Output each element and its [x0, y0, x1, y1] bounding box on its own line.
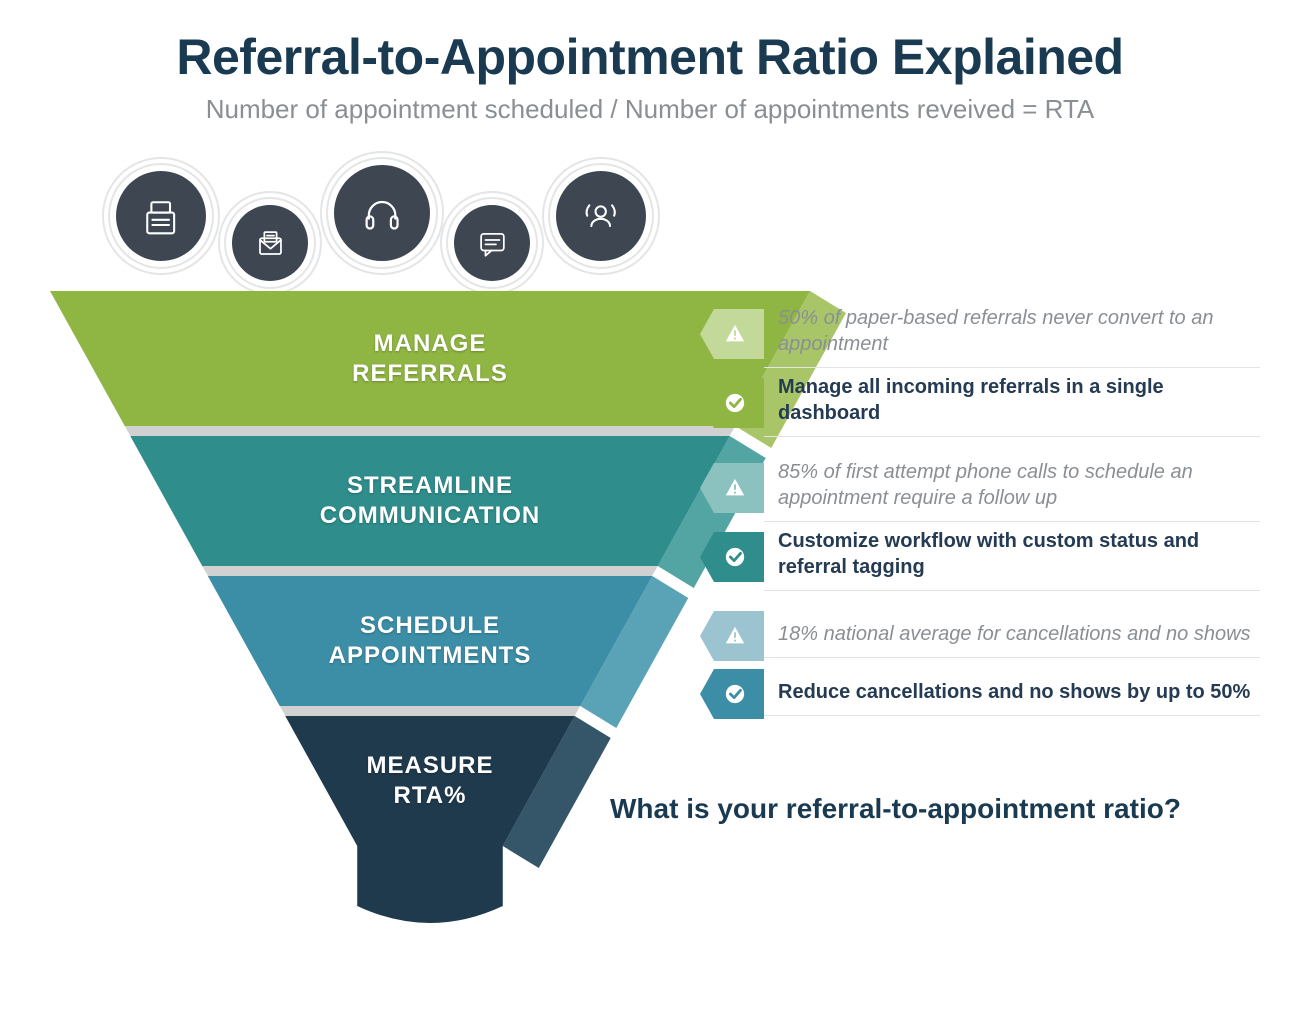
warning-flag	[700, 463, 764, 513]
callout-group-0: 50% of paper-based referrals never conve…	[700, 299, 1260, 437]
check-flag	[700, 532, 764, 582]
funnel-segment-label-0: MANAGEREFERRALS	[280, 329, 580, 389]
mail-icon	[218, 191, 322, 295]
fax-icon	[102, 157, 220, 275]
warning-icon	[722, 475, 748, 501]
infographic-stage: MANAGEREFERRALS STREAMLINECOMMUNICATION SC…	[0, 133, 1300, 983]
callout-text: Manage all incoming referrals in a singl…	[764, 368, 1260, 437]
warning-flag	[700, 309, 764, 359]
callout-group-2: 18% national average for cancellations a…	[700, 607, 1260, 723]
check-icon	[722, 681, 748, 707]
warning-icon	[722, 623, 748, 649]
callout-ok-2: Reduce cancellations and no shows by up …	[700, 665, 1260, 723]
callout-text: 50% of paper-based referrals never conve…	[764, 299, 1260, 368]
headphones-icon	[320, 151, 444, 275]
callout-text: Customize workflow with custom status an…	[764, 522, 1260, 591]
check-icon	[722, 390, 748, 416]
check-flag	[700, 378, 764, 428]
contact-icon	[542, 157, 660, 275]
page-subtitle: Number of appointment scheduled / Number…	[0, 94, 1300, 125]
check-flag	[700, 669, 764, 719]
page-title: Referral-to-Appointment Ratio Explained	[0, 28, 1300, 86]
callout-warn-2: 18% national average for cancellations a…	[700, 607, 1260, 665]
callout-group-1: 85% of first attempt phone calls to sche…	[700, 453, 1260, 591]
cta-question: What is your referral-to-appointment rat…	[610, 793, 1181, 825]
funnel-segment-label-1: STREAMLINECOMMUNICATION	[280, 471, 580, 531]
funnel-segment-label-2: SCHEDULEAPPOINTMENTS	[280, 611, 580, 671]
channel-icons-row	[90, 151, 650, 301]
funnel-segment-label-3: MEASURERTA%	[280, 751, 580, 811]
warning-icon	[722, 321, 748, 347]
callout-text: 85% of first attempt phone calls to sche…	[764, 453, 1260, 522]
warning-flag	[700, 611, 764, 661]
callout-text: Reduce cancellations and no shows by up …	[764, 673, 1260, 716]
callout-ok-0: Manage all incoming referrals in a singl…	[700, 368, 1260, 437]
callouts-column: 50% of paper-based referrals never conve…	[700, 299, 1260, 739]
callout-text: 18% national average for cancellations a…	[764, 615, 1260, 658]
callout-warn-0: 50% of paper-based referrals never conve…	[700, 299, 1260, 368]
chat-icon	[440, 191, 544, 295]
callout-warn-1: 85% of first attempt phone calls to sche…	[700, 453, 1260, 522]
check-icon	[722, 544, 748, 570]
callout-ok-1: Customize workflow with custom status an…	[700, 522, 1260, 591]
